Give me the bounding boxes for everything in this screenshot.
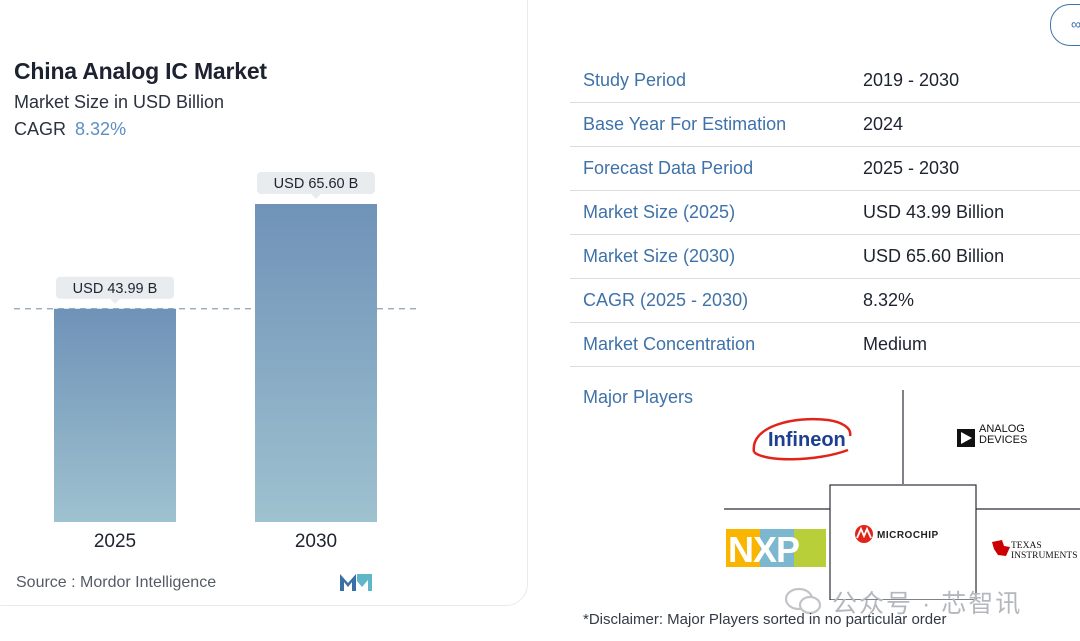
table-row: CAGR (2025 - 2030) 8.32% bbox=[570, 279, 1080, 323]
table-row: Market Size (2030) USD 65.60 Billion bbox=[570, 235, 1080, 279]
nxp-logo[interactable]: NXP bbox=[726, 529, 826, 570]
row-key: CAGR (2025 - 2030) bbox=[583, 290, 749, 310]
bar-2030 bbox=[255, 204, 377, 522]
row-value: 2019 - 2030 bbox=[863, 70, 960, 90]
row-value: Medium bbox=[863, 334, 928, 354]
bar-2025 bbox=[54, 308, 176, 522]
table-row: Study Period 2019 - 2030 bbox=[570, 59, 1080, 103]
major-players-grid: Infineon ANALOG DEVICES NXP MICROCHIP TE… bbox=[724, 390, 1080, 600]
row-value: USD 65.60 Billion bbox=[863, 246, 1005, 266]
data-label-2030: USD 65.60 B bbox=[257, 172, 375, 199]
nxp-logo-text: NXP bbox=[728, 529, 799, 570]
analog-devices-logo[interactable]: ANALOG DEVICES bbox=[957, 424, 1045, 454]
microchip-logo-text: MICROCHIP bbox=[877, 530, 939, 541]
row-key: Market Size (2025) bbox=[583, 202, 736, 222]
table-row: Market Size (2025) USD 43.99 Billion bbox=[570, 191, 1080, 235]
major-players-label: Major Players bbox=[583, 387, 694, 407]
watermark-text: 公众号 · 芯智讯 bbox=[832, 590, 1023, 618]
disclaimer-text: *Disclaimer: Major Players sorted in no … bbox=[583, 611, 947, 628]
cagr-line: CAGR 8.32% bbox=[14, 119, 126, 140]
row-key: Base Year For Estimation bbox=[583, 114, 787, 134]
svg-text:USD 65.60 B: USD 65.60 B bbox=[274, 176, 359, 192]
row-key: Study Period bbox=[583, 70, 687, 90]
data-label-2025: USD 43.99 B bbox=[56, 276, 174, 304]
cagr-value: 8.32% bbox=[75, 119, 127, 139]
texas-instruments-logo[interactable]: TEXAS INSTRUMENTS bbox=[992, 540, 1080, 567]
market-info-table: Study Period 2019 - 2030 Base Year For Es… bbox=[570, 59, 1080, 367]
chart-subtitle: Market Size in USD Billion bbox=[14, 92, 225, 112]
table-row: Forecast Data Period 2025 - 2030 bbox=[570, 147, 1080, 191]
chart-title: China Analog IC Market bbox=[14, 58, 267, 84]
analog-devices-logo-text: ANALOG DEVICES bbox=[979, 424, 1028, 446]
infineon-logo-text: Infineon bbox=[768, 429, 846, 451]
cagr-label: CAGR bbox=[14, 119, 67, 139]
row-value: 2025 - 2030 bbox=[863, 158, 960, 178]
row-value: 8.32% bbox=[863, 290, 915, 310]
bar-chart: USD 43.99 B 2025 USD 65.60 B 2030 bbox=[14, 172, 420, 552]
texas-instruments-logo-text: TEXAS INSTRUMENTS bbox=[1011, 541, 1078, 561]
table-row: Base Year For Estimation 2024 bbox=[570, 103, 1080, 147]
infineon-logo[interactable]: Infineon bbox=[752, 417, 852, 461]
row-key: Forecast Data Period bbox=[583, 158, 754, 178]
x-tick-label: 2025 bbox=[94, 531, 136, 552]
share-icon: ∞ bbox=[1071, 16, 1080, 32]
row-key: Market Size (2030) bbox=[583, 246, 736, 266]
x-tick-label: 2030 bbox=[295, 531, 337, 552]
row-value: 2024 bbox=[863, 114, 904, 134]
wechat-watermark-icon bbox=[784, 587, 822, 615]
row-key: Market Concentration bbox=[583, 334, 756, 354]
row-value: USD 43.99 Billion bbox=[863, 202, 1005, 222]
microchip-logo[interactable]: MICROCHIP bbox=[855, 525, 939, 543]
mordor-logo-icon bbox=[340, 574, 372, 591]
svg-text:USD 43.99 B: USD 43.99 B bbox=[73, 281, 158, 297]
table-row: Market Concentration Medium bbox=[570, 323, 1080, 367]
share-button[interactable]: ∞ bbox=[1050, 4, 1080, 46]
source-text: Source : Mordor Intelligence bbox=[16, 574, 217, 591]
